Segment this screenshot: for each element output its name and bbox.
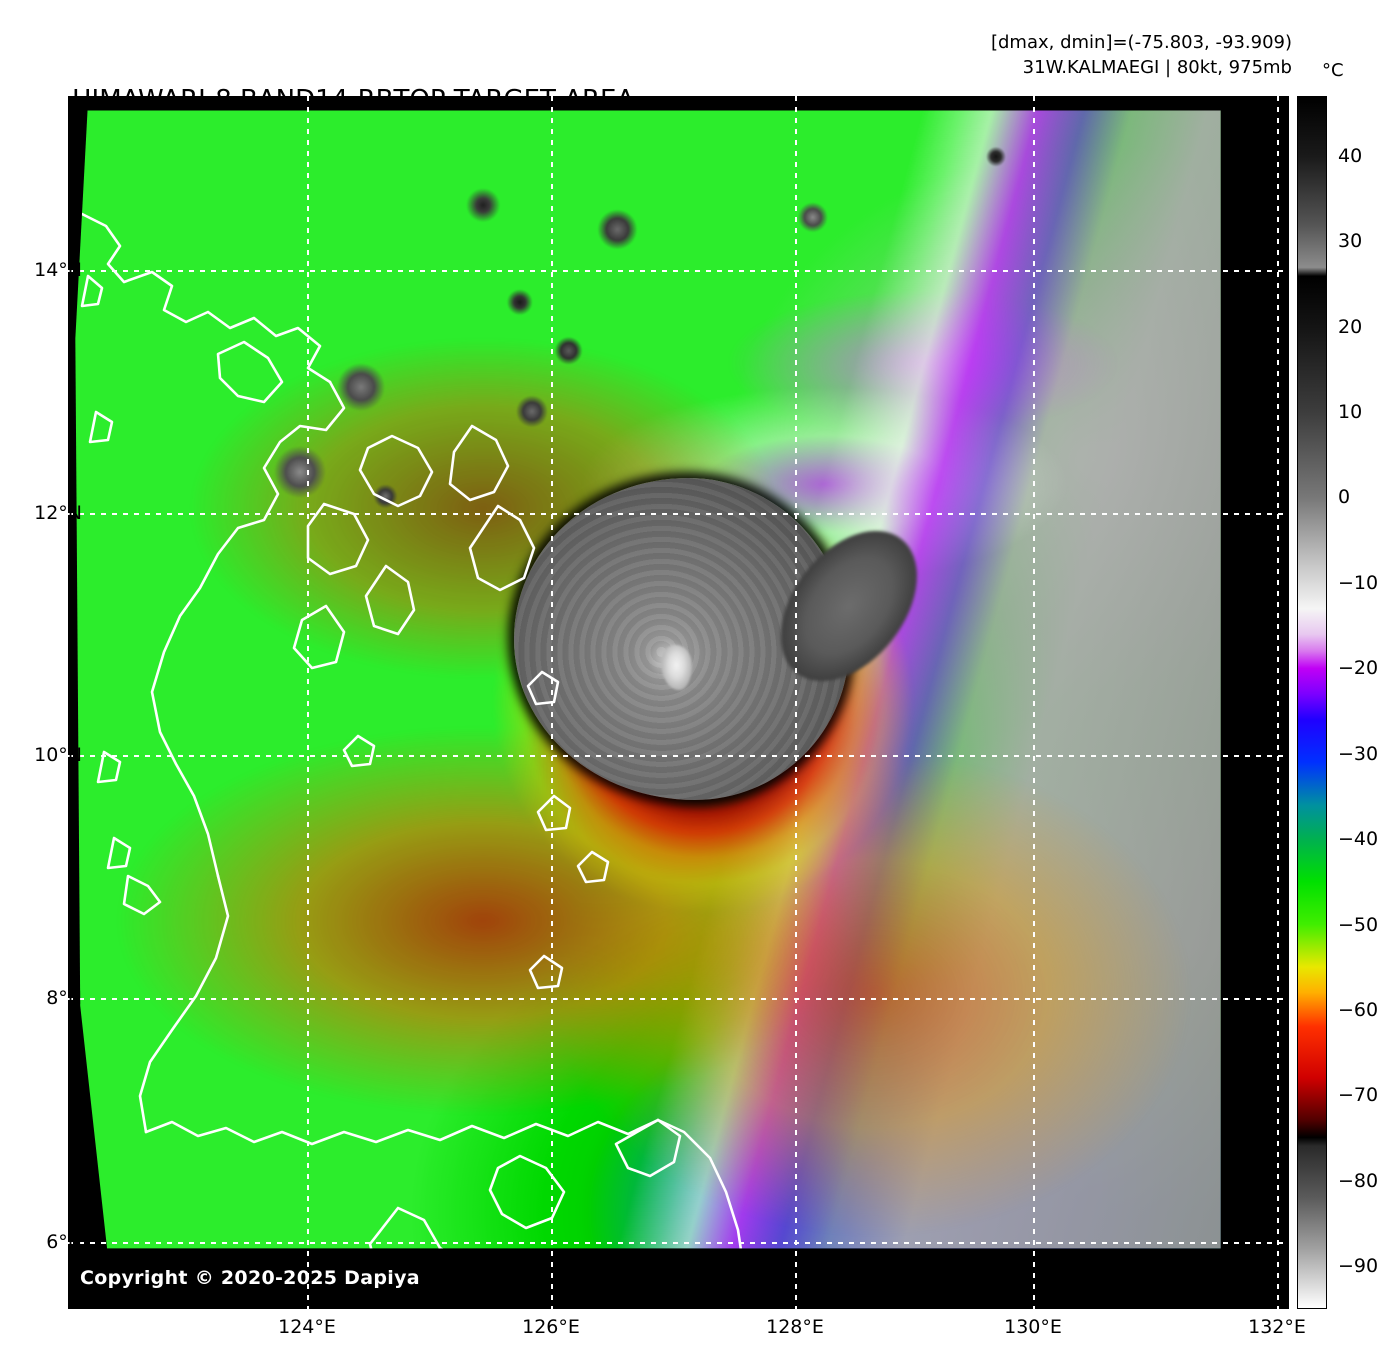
copyright-notice: Copyright © 2020-2025 Dapiya: [80, 1267, 420, 1289]
y-tick-label: 8°N: [46, 987, 82, 1009]
y-tick-label: 14°N: [34, 259, 82, 281]
y-tick-label: 12°N: [34, 502, 82, 524]
colorbar: [1297, 96, 1327, 1309]
gridline-lon-130°E: [1033, 96, 1035, 1309]
gridline-lat-6°N: [68, 1242, 1289, 1244]
satellite-swath: [75, 110, 1221, 1249]
colorbar-tick-label: −20: [1338, 657, 1379, 680]
gridline-lon-132°E: [1277, 96, 1279, 1309]
gridline-lat-8°N: [68, 998, 1289, 1000]
gridline-lon-124°E: [307, 96, 309, 1309]
x-tick-label: 132°E: [1248, 1316, 1306, 1338]
colorbar-tick-label: −40: [1338, 828, 1379, 851]
dminmax-label: [dmax, dmin]=(-75.803, -93.909): [990, 32, 1292, 53]
header: HIMAWARI-8 BAND14-RBTOP TARGET AREA Time…: [0, 0, 1390, 214]
gridline-lat-10°N: [68, 755, 1289, 757]
x-tick-label: 130°E: [1004, 1316, 1062, 1338]
colorbar-tick-label: 20: [1338, 315, 1363, 338]
colorbar-tick-label: 0: [1338, 486, 1351, 509]
colorbar-unit-label: °C: [1322, 60, 1344, 81]
graticule: [68, 96, 1289, 1309]
coastline-overlay: [80, 212, 746, 1249]
metadata-block: [dmax, dmin]=(-75.803, -93.909) 31W.KALM…: [991, 30, 1292, 80]
colorbar-tick-label: −80: [1338, 1169, 1379, 1192]
x-tick-label: 128°E: [766, 1316, 824, 1338]
gridline-lat-12°N: [68, 513, 1289, 515]
colorbar-tick-label: 40: [1338, 144, 1363, 167]
colorbar-tick-label: −10: [1338, 571, 1379, 594]
x-tick-label: 124°E: [278, 1316, 336, 1338]
colorbar-tick-label: −60: [1338, 999, 1379, 1022]
gridline-lon-126°E: [551, 96, 553, 1309]
colorbar-tick-label: −30: [1338, 742, 1379, 765]
central-dense-overcast: [513, 478, 850, 800]
gridline-lat-14°N: [68, 270, 1289, 272]
gridline-lon-128°E: [795, 96, 797, 1309]
y-tick-label: 6°N: [46, 1231, 82, 1253]
storm-info-label: 31W.KALMAEGI | 80kt, 975mb: [1022, 57, 1292, 78]
colorbar-gradient: [1298, 97, 1326, 1308]
y-tick-label: 10°N: [34, 744, 82, 766]
colorbar-tick-label: −70: [1338, 1084, 1379, 1107]
x-tick-label: 126°E: [522, 1316, 580, 1338]
coldest-overshooting-top: [661, 645, 692, 691]
satellite-image-plot: Copyright © 2020-2025 Dapiya: [68, 96, 1289, 1309]
plot-inner: Copyright © 2020-2025 Dapiya: [68, 96, 1289, 1309]
colorbar-tick-label: −50: [1338, 913, 1379, 936]
colorbar-tick-label: 10: [1338, 401, 1363, 424]
colorbar-tick-label: 30: [1338, 230, 1363, 253]
colorbar-tick-label: −90: [1338, 1255, 1379, 1278]
